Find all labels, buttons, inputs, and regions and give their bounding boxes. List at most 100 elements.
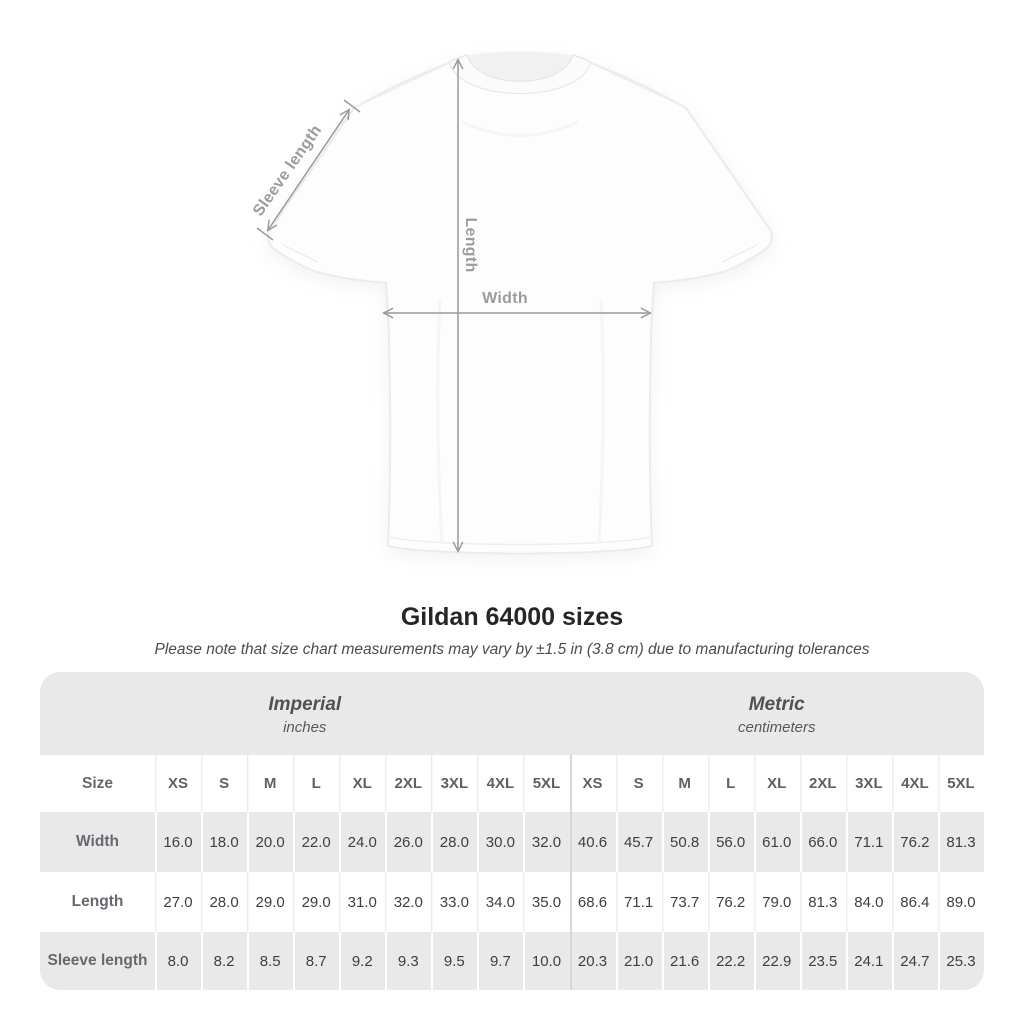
value-sleeve-length-met-5xl: 25.3 [938,932,984,990]
size-col-header-imp-s: S [201,755,247,812]
size-col-header-imp-4xl: 4XL [477,755,523,812]
value-length-imp-3xl: 33.0 [431,872,477,932]
tshirt-diagram: Sleeve length Length Width [250,51,773,555]
size-col-header-imp-m: M [247,755,293,812]
value-length-met-m: 73.7 [662,872,708,932]
value-sleeve-length-met-m: 21.6 [662,932,708,990]
value-sleeve-length-met-3xl: 24.1 [846,932,892,990]
measurement-row-sleeve-length: Sleeve length 8.0 8.2 8.5 8.7 9.2 9.3 9.5 9.7 10.… [40,932,984,990]
value-sleeve-length-imp-3xl: 9.5 [431,932,477,990]
sleeve-arrow-top-tick [343,99,361,113]
imperial-sublabel: inches [283,718,327,736]
value-width-imp-3xl: 28.0 [431,812,477,872]
size-col-header-met-3xl: 3XL [846,755,892,812]
value-sleeve-length-met-s: 21.0 [616,932,662,990]
measurement-row-width: Width 16.0 18.0 20.0 22.0 24.0 26.0 28.0 30.0 32.… [40,812,984,872]
value-width-met-4xl: 76.2 [892,812,938,872]
value-width-imp-l: 22.0 [293,812,339,872]
value-sleeve-length-imp-2xl: 9.3 [385,932,431,990]
value-width-met-5xl: 81.3 [938,812,984,872]
sleeve-arrow-bottom-tick [256,227,274,241]
value-sleeve-length-imp-4xl: 9.7 [477,932,523,990]
value-length-met-5xl: 89.0 [938,872,984,932]
shirt-folds [436,120,605,545]
value-sleeve-length-imp-l: 8.7 [293,932,339,990]
value-width-imp-5xl: 32.0 [523,812,569,872]
size-col-header-met-xl: XL [754,755,800,812]
title-block: Gildan 64000 sizes Please note that size… [0,603,1024,659]
value-sleeve-length-met-xs: 20.3 [570,932,616,990]
value-width-met-s: 45.7 [616,812,662,872]
size-col-header-imp-5xl: 5XL [523,755,569,812]
row-label-width: Width [76,833,119,850]
size-grid: Size XS S M L XL 2XL 3XL 4XL 5XL XS S M L XL 2XL 3XL 4XL 5… [40,755,984,990]
value-length-met-2xl: 81.3 [800,872,846,932]
imperial-label: Imperial [268,693,342,715]
value-length-met-l: 76.2 [708,872,754,932]
shirt-collar [448,51,592,94]
size-col-header-met-2xl: 2XL [800,755,846,812]
value-length-imp-4xl: 34.0 [477,872,523,932]
value-width-imp-4xl: 30.0 [477,812,523,872]
tshirt-image [256,51,773,555]
page-title: Gildan 64000 sizes [400,603,624,631]
value-sleeve-length-imp-xl: 9.2 [339,932,385,990]
value-length-imp-s: 28.0 [201,872,247,932]
value-width-met-m: 50.8 [662,812,708,872]
value-length-met-s: 71.1 [616,872,662,932]
size-header-row: Size XS S M L XL 2XL 3XL 4XL 5XL XS S M L XL 2XL 3XL 4XL 5… [40,755,984,812]
value-length-imp-5xl: 35.0 [523,872,569,932]
size-col-header-imp-xl: XL [339,755,385,812]
value-sleeve-length-met-xl: 22.9 [754,932,800,990]
size-col-header-imp-l: L [293,755,339,812]
row-label-length: Length [71,893,124,910]
value-width-met-3xl: 71.1 [846,812,892,872]
value-width-imp-2xl: 26.0 [385,812,431,872]
value-length-met-xs: 68.6 [570,872,616,932]
size-header-cell: Size [81,774,113,792]
value-length-met-3xl: 84.0 [846,872,892,932]
value-sleeve-length-imp-m: 8.5 [247,932,293,990]
value-length-imp-l: 29.0 [293,872,339,932]
measurement-row-length: Length 27.0 28.0 29.0 29.0 31.0 32.0 33.0 34.0 35… [40,872,984,932]
value-sleeve-length-imp-s: 8.2 [201,932,247,990]
value-length-imp-xl: 31.0 [339,872,385,932]
value-width-imp-xl: 24.0 [339,812,385,872]
row-label-sleeve-length: Sleeve length [47,952,148,969]
value-width-met-l: 56.0 [708,812,754,872]
metric-header: Metric centimeters [570,672,985,755]
size-chart-table: Imperial inches Metric centimeters Size X… [40,672,984,990]
imperial-header: Imperial inches [40,672,570,755]
size-col-header-met-l: L [708,755,754,812]
value-length-met-xl: 79.0 [754,872,800,932]
shirt-seams [282,62,758,546]
size-col-header-met-4xl: 4XL [892,755,938,812]
value-length-met-4xl: 86.4 [892,872,938,932]
sleeve-length-arrow [268,110,349,230]
value-sleeve-length-met-4xl: 24.7 [892,932,938,990]
value-sleeve-length-met-l: 22.2 [708,932,754,990]
size-col-header-met-m: M [662,755,708,812]
size-col-header-imp-3xl: 3XL [431,755,477,812]
width-annotation: Width [482,290,528,307]
length-annotation: Length [462,217,479,273]
value-width-imp-m: 20.0 [247,812,293,872]
unit-header-band: Imperial inches Metric centimeters [40,672,984,755]
metric-sublabel: centimeters [737,718,816,736]
value-length-imp-m: 29.0 [247,872,293,932]
value-sleeve-length-imp-xs: 8.0 [155,932,201,990]
value-width-met-2xl: 66.0 [800,812,846,872]
value-width-imp-s: 18.0 [201,812,247,872]
size-col-header-met-5xl: 5XL [938,755,984,812]
value-length-imp-2xl: 32.0 [385,872,431,932]
value-sleeve-length-met-2xl: 23.5 [800,932,846,990]
size-col-header-imp-2xl: 2XL [385,755,431,812]
size-col-header-met-xs: XS [570,755,616,812]
size-col-header-imp-xs: XS [155,755,201,812]
shirt-body [267,53,773,555]
value-width-met-xs: 40.6 [570,812,616,872]
value-width-met-xl: 61.0 [754,812,800,872]
size-col-header-met-s: S [616,755,662,812]
value-sleeve-length-imp-5xl: 10.0 [523,932,569,990]
